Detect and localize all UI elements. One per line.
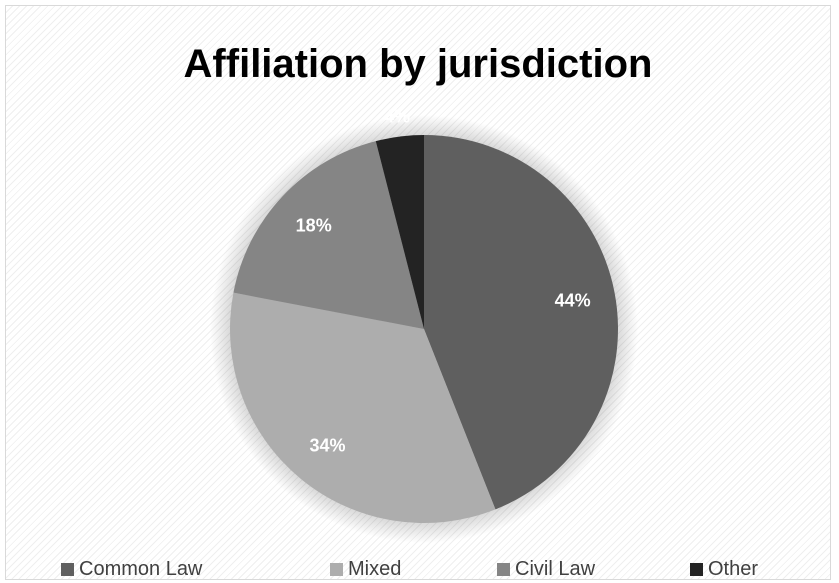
legend-swatch xyxy=(497,562,510,576)
legend-item-civil-law: Civil Law xyxy=(497,556,596,580)
legend-swatch xyxy=(690,562,703,576)
legend-label: Common Law xyxy=(79,558,203,580)
chart-area: Affiliation by jurisdiction 44% 34% 18% 4% … xyxy=(5,5,831,580)
data-label: 18% xyxy=(296,215,332,235)
legend-swatch xyxy=(330,562,343,576)
legend-item-other: Other xyxy=(690,556,759,580)
pie-slice-mixed xyxy=(230,292,496,523)
legend-label: Civil Law xyxy=(515,558,596,580)
data-label: 34% xyxy=(310,436,346,456)
data-label: 44% xyxy=(555,291,591,311)
legend-swatch xyxy=(61,562,74,576)
pie-slice-common-law xyxy=(424,135,618,510)
legend-item-common-law: Common Law xyxy=(61,556,203,580)
legend-item-mixed: Mixed xyxy=(330,556,402,580)
chart-title: Affiliation by jurisdiction xyxy=(183,42,653,86)
pie-slice-civil-law xyxy=(233,141,424,329)
data-label: 4% xyxy=(384,107,410,127)
pie-slice-other xyxy=(375,135,424,329)
legend: Common Law Mixed Civil Law Other xyxy=(6,556,830,580)
legend-label: Mixed xyxy=(348,558,402,580)
pie-chart: 44% 34% 18% 4% xyxy=(210,107,638,543)
legend-label: Other xyxy=(708,558,759,580)
